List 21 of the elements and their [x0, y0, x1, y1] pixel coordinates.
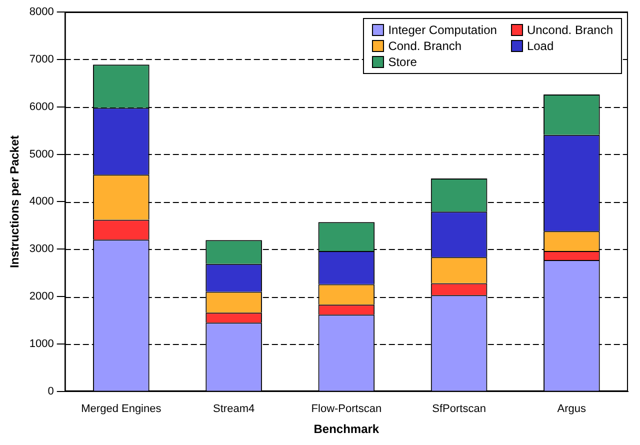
- x-tick-label: Flow-Portscan: [311, 403, 382, 416]
- x-tick-label: Stream4: [213, 403, 255, 416]
- legend-label: Store: [388, 55, 417, 69]
- y-tick-label: 1000: [29, 338, 54, 350]
- y-tick-label: 4000: [29, 196, 54, 208]
- y-tick-label: 7000: [29, 53, 54, 66]
- x-tick-label: Argus: [557, 403, 587, 416]
- legend-label: Cond. Branch: [388, 39, 462, 53]
- legend-label: Uncond. Branch: [526, 23, 613, 37]
- y-tick-label: 2000: [29, 290, 54, 303]
- legend-label: Load: [526, 39, 554, 53]
- y-tick-label: 0: [48, 385, 54, 398]
- x-tick-label: Merged Engines: [81, 403, 162, 416]
- y-axis-title: Instructions per Packet: [8, 135, 22, 268]
- legend-label: Integer Computation: [388, 23, 497, 37]
- x-axis-title: Benchmark: [314, 422, 380, 436]
- y-tick-label: 8000: [29, 6, 54, 18]
- y-tick-label: 3000: [29, 243, 54, 256]
- x-tick-label: SfPortscan: [432, 403, 486, 416]
- y-tick-label: 6000: [29, 100, 54, 113]
- y-tick-label: 5000: [29, 148, 54, 160]
